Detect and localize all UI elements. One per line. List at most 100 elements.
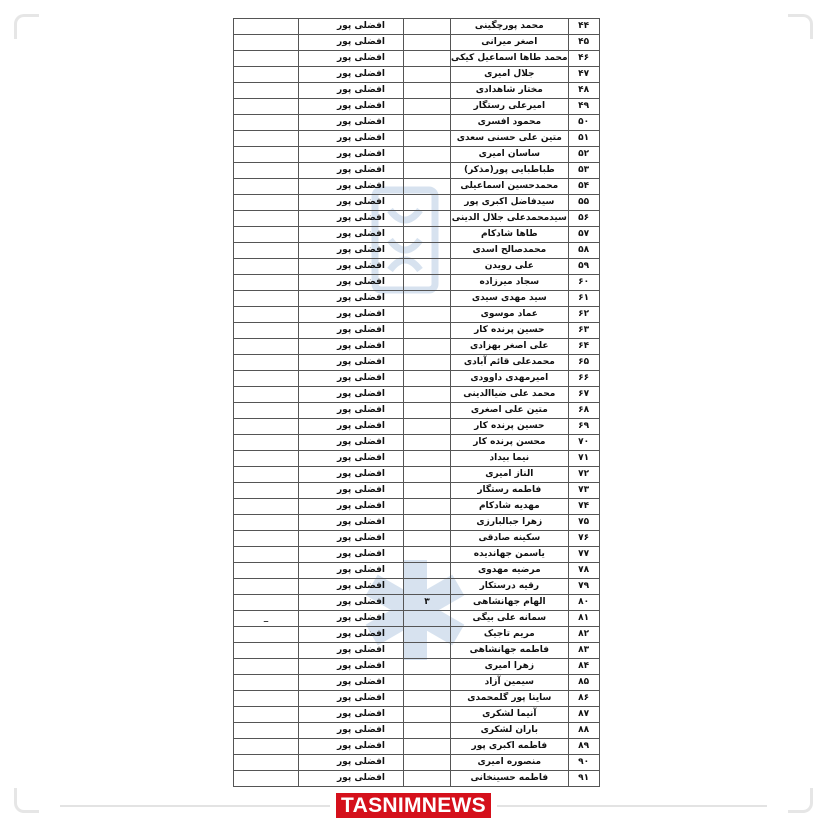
col3-cell [403, 34, 451, 51]
col5-cell [233, 690, 299, 707]
table-row: ۸۳ فاطمه جهانشاهی افضلی پور [233, 642, 600, 659]
col3-cell [403, 482, 451, 499]
person-name: امیرعلی رستگار [450, 98, 569, 115]
row-number: ۸۲ [567, 626, 600, 643]
family-cell: افضلی پور [298, 82, 404, 99]
family-cell: افضلی پور [298, 354, 404, 371]
col3-cell [403, 178, 451, 195]
family-cell: افضلی پور [298, 370, 404, 387]
col5-cell [233, 306, 299, 323]
person-name: آنیما لشکری [450, 706, 569, 723]
person-name: ساسان امیری [450, 146, 569, 163]
family-cell: افضلی پور [298, 130, 404, 147]
table-row: ۴۷ جلال امیری افضلی پور [233, 66, 600, 83]
corner-decoration [14, 788, 39, 813]
person-name: یاسمن جهاندیده [450, 546, 569, 563]
row-number: ۶۸ [567, 402, 600, 419]
table-row: ۴۹ امیرعلی رستگار افضلی پور [233, 98, 600, 115]
row-number: ۴۷ [567, 66, 600, 83]
col3-cell [403, 674, 451, 691]
family-cell: افضلی پور [298, 418, 404, 435]
col5-cell [233, 98, 299, 115]
person-name: اصغر میرانی [450, 34, 569, 51]
table-row: ۹۱ فاطمه حسینخانی افضلی پور [233, 770, 600, 787]
family-cell: افضلی پور [298, 562, 404, 579]
table-row: ۸۴ زهرا امیری افضلی پور [233, 658, 600, 675]
corner-decoration [788, 14, 813, 39]
family-cell: افضلی پور [298, 530, 404, 547]
col5-cell [233, 450, 299, 467]
col3-cell [403, 322, 451, 339]
person-name: ساینا پور گلمحمدی [450, 690, 569, 707]
col5-cell [233, 354, 299, 371]
family-cell: افضلی پور [298, 578, 404, 595]
family-cell: افضلی پور [298, 402, 404, 419]
table-row: ۷۰ محسن پرنده کار افضلی پور [233, 434, 600, 451]
table-row: ۶۹ حسین پرنده کار افضلی پور [233, 418, 600, 435]
col3-cell [403, 18, 451, 35]
family-cell: افضلی پور [298, 242, 404, 259]
row-number: ۷۲ [567, 466, 600, 483]
person-name: منصوره امیری [450, 754, 569, 771]
person-name: محمود افسری [450, 114, 569, 131]
col3-cell [403, 290, 451, 307]
col3-cell [403, 642, 451, 659]
col3-cell [403, 418, 451, 435]
table-row: ۶۰ سجاد میرزاده افضلی پور [233, 274, 600, 291]
table-body: ۴۴ محمد پورچگینی افضلی پور ۴۵ اصغر میرانی افض… [233, 18, 600, 787]
person-name: طاها شادکام [450, 226, 569, 243]
col3-cell [403, 626, 451, 643]
person-name: فاطمه رستگار [450, 482, 569, 499]
table-row: ۶۳ حسین پرنده کار افضلی پور [233, 322, 600, 339]
family-cell: افضلی پور [298, 274, 404, 291]
col5-cell [233, 626, 299, 643]
names-table: ۴۴ محمد پورچگینی افضلی پور ۴۵ اصغر میرانی افض… [233, 18, 600, 787]
col5-cell [233, 674, 299, 691]
person-name: الناز امیری [450, 466, 569, 483]
family-cell: افضلی پور [298, 34, 404, 51]
family-cell: افضلی پور [298, 450, 404, 467]
row-number: ۸۶ [567, 690, 600, 707]
col5-cell [233, 338, 299, 355]
family-cell: افضلی پور [298, 114, 404, 131]
row-number: ۶۲ [567, 306, 600, 323]
col3-cell [403, 466, 451, 483]
table-row: ۵۷ طاها شادکام افضلی پور [233, 226, 600, 243]
person-name: علی اصغر بهزادی [450, 338, 569, 355]
col3-cell: ۳ [403, 594, 451, 611]
family-cell: افضلی پور [298, 738, 404, 755]
person-name: مریم تاجیک [450, 626, 569, 643]
row-number: ۶۱ [567, 290, 600, 307]
family-cell: افضلی پور [298, 658, 404, 675]
col5-cell [233, 754, 299, 771]
col3-cell [403, 114, 451, 131]
row-number: ۴۸ [567, 82, 600, 99]
person-name: محمد پورچگینی [450, 18, 569, 35]
person-name: مهدیه شادکام [450, 498, 569, 515]
family-cell: افضلی پور [298, 706, 404, 723]
table-row: ۵۳ طباطبایی پور(مذکر) افضلی پور [233, 162, 600, 179]
col5-cell [233, 274, 299, 291]
col3-cell [403, 578, 451, 595]
row-number: ۷۱ [567, 450, 600, 467]
col5-cell [233, 386, 299, 403]
row-number: ۷۹ [567, 578, 600, 595]
col5-cell [233, 738, 299, 755]
family-cell: افضلی پور [298, 66, 404, 83]
col5-cell [233, 658, 299, 675]
family-cell: افضلی پور [298, 226, 404, 243]
table-row: ۵۴ محمدحسین اسماعیلی افضلی پور [233, 178, 600, 195]
family-cell: افضلی پور [298, 610, 404, 627]
col5-cell [233, 642, 299, 659]
col3-cell [403, 130, 451, 147]
col3-cell [403, 146, 451, 163]
col3-cell [403, 434, 451, 451]
row-number: ۷۴ [567, 498, 600, 515]
person-name: محمدصالح اسدی [450, 242, 569, 259]
col3-cell [403, 514, 451, 531]
family-cell: افضلی پور [298, 98, 404, 115]
family-cell: افضلی پور [298, 690, 404, 707]
row-number: ۵۶ [567, 210, 600, 227]
row-number: ۵۱ [567, 130, 600, 147]
row-number: ۴۵ [567, 34, 600, 51]
